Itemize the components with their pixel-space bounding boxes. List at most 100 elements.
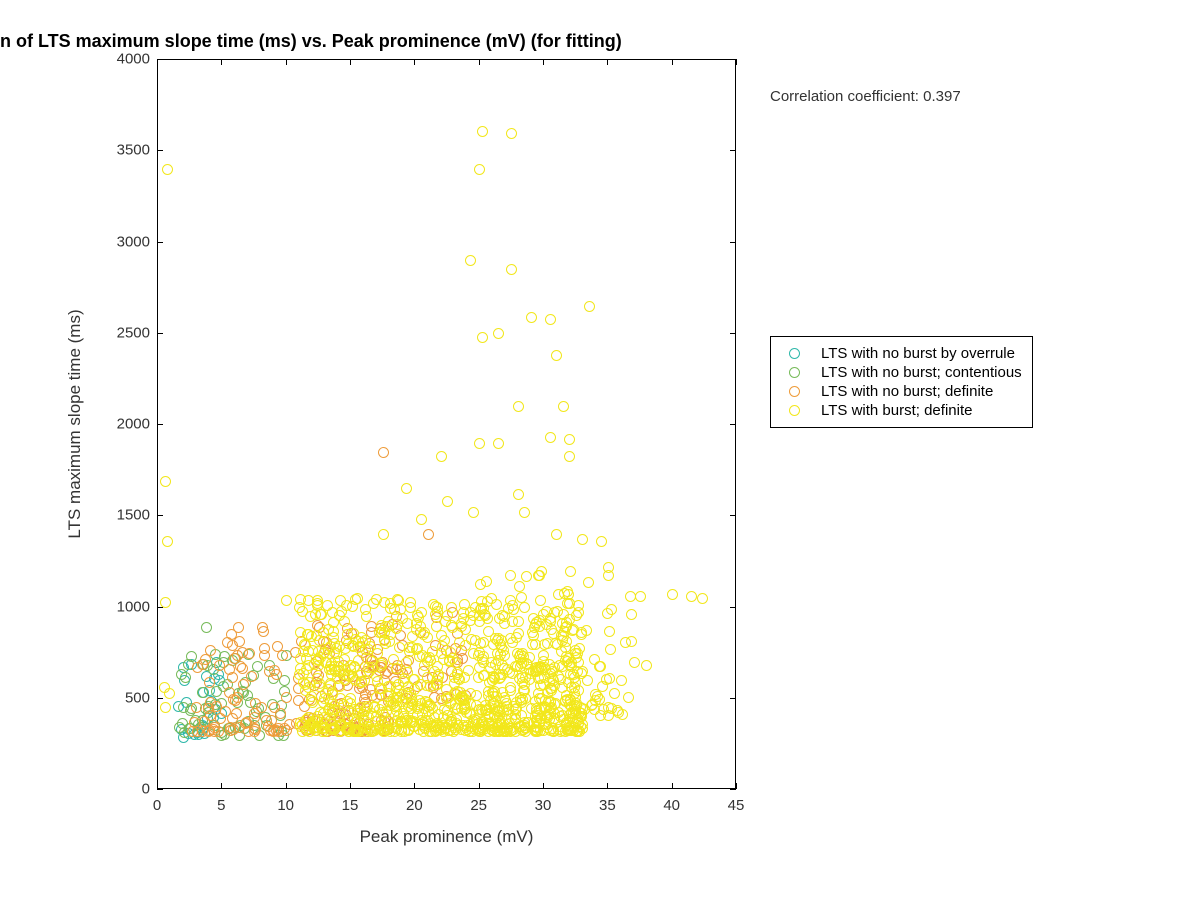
y-tick [157, 515, 163, 516]
data-point [490, 659, 501, 670]
x-tick [414, 59, 415, 65]
data-point [432, 661, 443, 672]
data-point [229, 653, 240, 664]
data-point [623, 692, 634, 703]
data-point [378, 529, 389, 540]
data-point [191, 702, 202, 713]
data-point [205, 697, 216, 708]
x-tick [479, 783, 480, 789]
legend-item: LTS with no burst by overrule [779, 345, 1022, 362]
data-point [562, 598, 573, 609]
data-point [227, 672, 238, 683]
data-point [551, 529, 562, 540]
data-point [526, 312, 537, 323]
legend-label: LTS with burst; definite [821, 402, 972, 419]
data-point [514, 581, 525, 592]
x-tick [607, 59, 608, 65]
data-point [281, 692, 292, 703]
data-point [421, 680, 432, 691]
y-tick [157, 789, 163, 790]
data-point [483, 626, 494, 637]
data-point [626, 609, 637, 620]
y-tick [730, 607, 736, 608]
data-point [516, 592, 527, 603]
data-point [515, 654, 526, 665]
data-point [545, 314, 556, 325]
data-point [306, 691, 317, 702]
x-tick-label: 40 [663, 797, 680, 814]
y-tick [730, 424, 736, 425]
y-tick [157, 607, 163, 608]
data-point [625, 591, 636, 602]
y-tick-label: 2500 [95, 324, 150, 341]
data-point [344, 671, 355, 682]
chart-title: n of LTS maximum slope time (ms) vs. Pea… [0, 31, 622, 52]
y-tick [730, 515, 736, 516]
y-tick [730, 333, 736, 334]
data-point [384, 636, 395, 647]
x-tick-label: 0 [153, 797, 161, 814]
x-tick [350, 59, 351, 65]
data-point [442, 496, 453, 507]
data-point [557, 725, 568, 736]
data-point [176, 669, 187, 680]
data-point [474, 438, 485, 449]
y-tick [157, 242, 163, 243]
y-tick [157, 150, 163, 151]
data-point [205, 645, 216, 656]
x-tick-label: 5 [217, 797, 225, 814]
data-point [160, 702, 171, 713]
data-point [423, 529, 434, 540]
data-point [246, 671, 257, 682]
x-tick-label: 25 [470, 797, 487, 814]
x-tick-label: 15 [342, 797, 359, 814]
data-point [401, 657, 412, 668]
y-tick-label: 0 [95, 781, 150, 798]
x-tick [221, 783, 222, 789]
data-point [343, 638, 354, 649]
data-point [409, 721, 420, 732]
x-tick [286, 59, 287, 65]
chart-container: n of LTS maximum slope time (ms) vs. Pea… [0, 0, 1200, 900]
y-tick-label: 3000 [95, 233, 150, 250]
data-point [581, 625, 592, 636]
data-point [477, 126, 488, 137]
data-point [617, 709, 628, 720]
data-point [565, 694, 576, 705]
data-point [162, 164, 173, 175]
data-point [325, 678, 336, 689]
data-point [225, 725, 236, 736]
data-point [408, 674, 419, 685]
data-point [478, 657, 489, 668]
data-point [558, 401, 569, 412]
data-point [589, 704, 600, 715]
data-point [335, 719, 346, 730]
data-point [596, 536, 607, 547]
data-point [513, 616, 524, 627]
data-point [594, 661, 605, 672]
data-point [468, 507, 479, 518]
data-point [568, 669, 579, 680]
data-point [506, 128, 517, 139]
data-point [298, 668, 309, 679]
data-point [534, 570, 545, 581]
data-point [322, 600, 333, 611]
data-point [534, 621, 545, 632]
data-point [609, 688, 620, 699]
y-tick [730, 789, 736, 790]
data-point [635, 591, 646, 602]
x-tick-label: 10 [277, 797, 294, 814]
data-point [427, 703, 438, 714]
data-point [281, 725, 292, 736]
y-tick-label: 500 [95, 689, 150, 706]
data-point [573, 607, 584, 618]
data-point [313, 655, 324, 666]
y-tick [730, 242, 736, 243]
legend-label: LTS with no burst; definite [821, 383, 993, 400]
data-point [570, 709, 581, 720]
data-point [294, 602, 305, 613]
data-point [534, 704, 545, 715]
data-point [429, 721, 440, 732]
data-point [561, 621, 572, 632]
data-point [565, 566, 576, 577]
